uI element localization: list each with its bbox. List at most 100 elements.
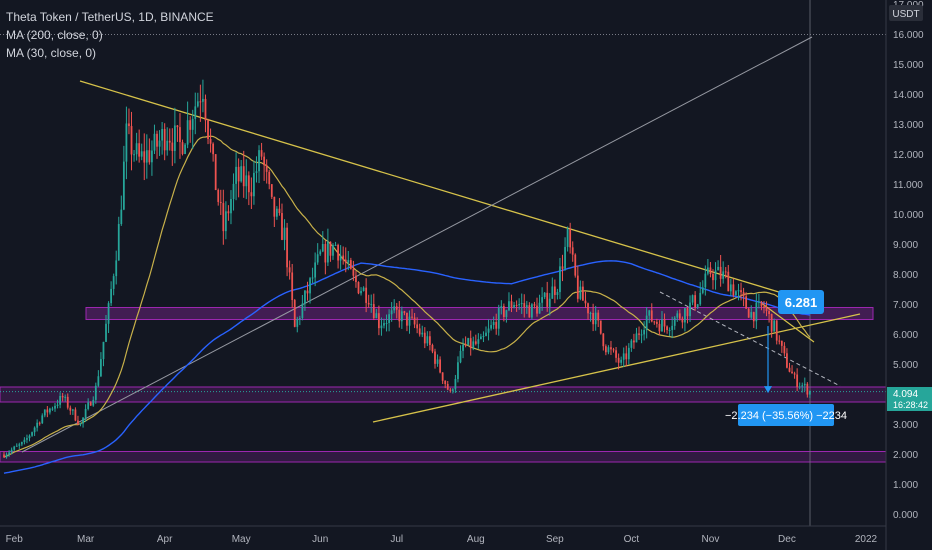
candle-body-230: [589, 312, 592, 314]
candle-body-258: [661, 319, 663, 332]
candle-body-9: [26, 438, 28, 440]
candle-body-229: [587, 303, 589, 314]
candle-body-242: [620, 359, 623, 363]
candle-body-97: [250, 192, 253, 197]
candle-body-112: [288, 267, 291, 273]
candle-body-180: [462, 344, 464, 351]
candle-body-303: [775, 320, 778, 341]
candle-body-107: [275, 208, 278, 217]
candle-body-289: [740, 290, 742, 293]
candle-body-53: [138, 143, 141, 157]
candle-body-103: [265, 165, 268, 172]
candle-body-176: [451, 389, 454, 391]
candle-body-207: [531, 304, 533, 318]
candle-body-79: [204, 98, 207, 121]
candle-body-61: [158, 140, 161, 147]
candle-body-219: [561, 266, 564, 269]
candle-body-220: [564, 246, 566, 269]
candle-body-118: [304, 290, 306, 304]
candle-body-32: [84, 408, 87, 418]
candle-body-75: [194, 106, 197, 119]
candle-body-276: [706, 267, 709, 274]
candle-body-85: [219, 201, 222, 204]
candle-body-251: [643, 329, 646, 335]
candle-body-164: [421, 332, 424, 335]
candle-body-294: [752, 312, 755, 322]
candle-body-269: [689, 302, 691, 317]
candle-body-226: [579, 286, 582, 299]
candle-body-58: [151, 150, 153, 163]
candle-body-36: [94, 385, 97, 400]
candle-body-68: [176, 125, 179, 128]
candle-body-38: [100, 359, 102, 377]
candle-body-273: [699, 292, 702, 305]
candle-body-88: [227, 211, 230, 214]
candle-body-189: [485, 332, 487, 336]
candle-body-12: [33, 427, 36, 433]
candle-body-304: [778, 340, 781, 342]
price-axis[interactable]: 0.0001.0002.0003.0004.0005.0006.0007.000…: [885, 0, 932, 550]
x-tick-4: Jun: [312, 534, 328, 545]
candle-body-168: [431, 344, 434, 352]
candle-body-316: [809, 391, 811, 395]
candle-body-162: [416, 324, 419, 329]
candle-body-163: [418, 328, 421, 335]
candle-body-143: [367, 302, 370, 305]
candle-body-126: [324, 244, 327, 263]
candle-body-209: [536, 305, 538, 314]
x-tick-6: Aug: [467, 534, 485, 545]
candle-body-181: [464, 344, 467, 346]
x-tick-3: May: [232, 534, 251, 545]
symbol-title[interactable]: Theta Token / TetherUS, 1D, BINANCE: [6, 10, 214, 24]
candle-body-228: [584, 300, 587, 304]
candle-body-15: [41, 415, 44, 424]
candle-body-155: [398, 309, 401, 322]
candle-body-190: [487, 328, 490, 333]
candle-body-313: [801, 385, 804, 387]
candle-body-241: [617, 357, 620, 363]
candle-body-173: [444, 380, 447, 384]
candle-body-261: [668, 329, 671, 331]
candle-body-127: [326, 241, 329, 263]
candle-body-119: [306, 290, 309, 294]
candle-body-45: [117, 224, 120, 261]
ma200-legend[interactable]: MA (200, close, 0): [6, 28, 103, 42]
candle-body-29: [77, 420, 79, 425]
candle-body-64: [166, 140, 169, 151]
candle-body-211: [541, 297, 544, 303]
candle-body-2: [8, 452, 10, 455]
candle-body-306: [783, 345, 786, 354]
time-axis[interactable]: Feb Mar Apr May Jun Jul Aug Sep Oct Nov Dec 2022: [0, 525, 886, 545]
candle-body-52: [135, 143, 138, 155]
candle-body-159: [408, 316, 411, 326]
ma30-legend[interactable]: MA (30, close, 0): [6, 46, 97, 60]
candle-body-272: [696, 304, 699, 308]
candle-body-49: [128, 123, 130, 127]
candle-body-131: [337, 244, 339, 261]
candle-body-279: [714, 270, 717, 281]
candle-body-158: [406, 312, 408, 326]
y-tick-16: 16.000: [893, 30, 924, 41]
candle-body-274: [701, 287, 704, 293]
candle-body-92: [237, 166, 240, 182]
x-tick-labels: Feb Mar Apr May Jun Jul Aug Sep Oct Nov Dec 2022: [6, 534, 878, 545]
candle-body-194: [497, 308, 500, 329]
price-axis-background: [886, 0, 932, 550]
currency-badge[interactable]: [889, 5, 923, 21]
y-tick-7: 7.000: [893, 300, 918, 311]
candle-body-235: [602, 333, 605, 347]
candle-body-172: [441, 372, 444, 381]
dashed-channel-line: [659, 291, 841, 387]
candle-body-205: [525, 305, 528, 308]
candle-body-13: [36, 422, 39, 428]
candle-body-296: [757, 301, 760, 303]
candle-body-73: [189, 120, 192, 130]
candle-body-42: [110, 288, 113, 304]
candle-body-284: [727, 271, 730, 292]
candle-body-223: [571, 247, 574, 255]
candle-body-104: [268, 171, 271, 185]
candle-body-277: [709, 267, 712, 275]
candle-body-182: [467, 338, 470, 345]
